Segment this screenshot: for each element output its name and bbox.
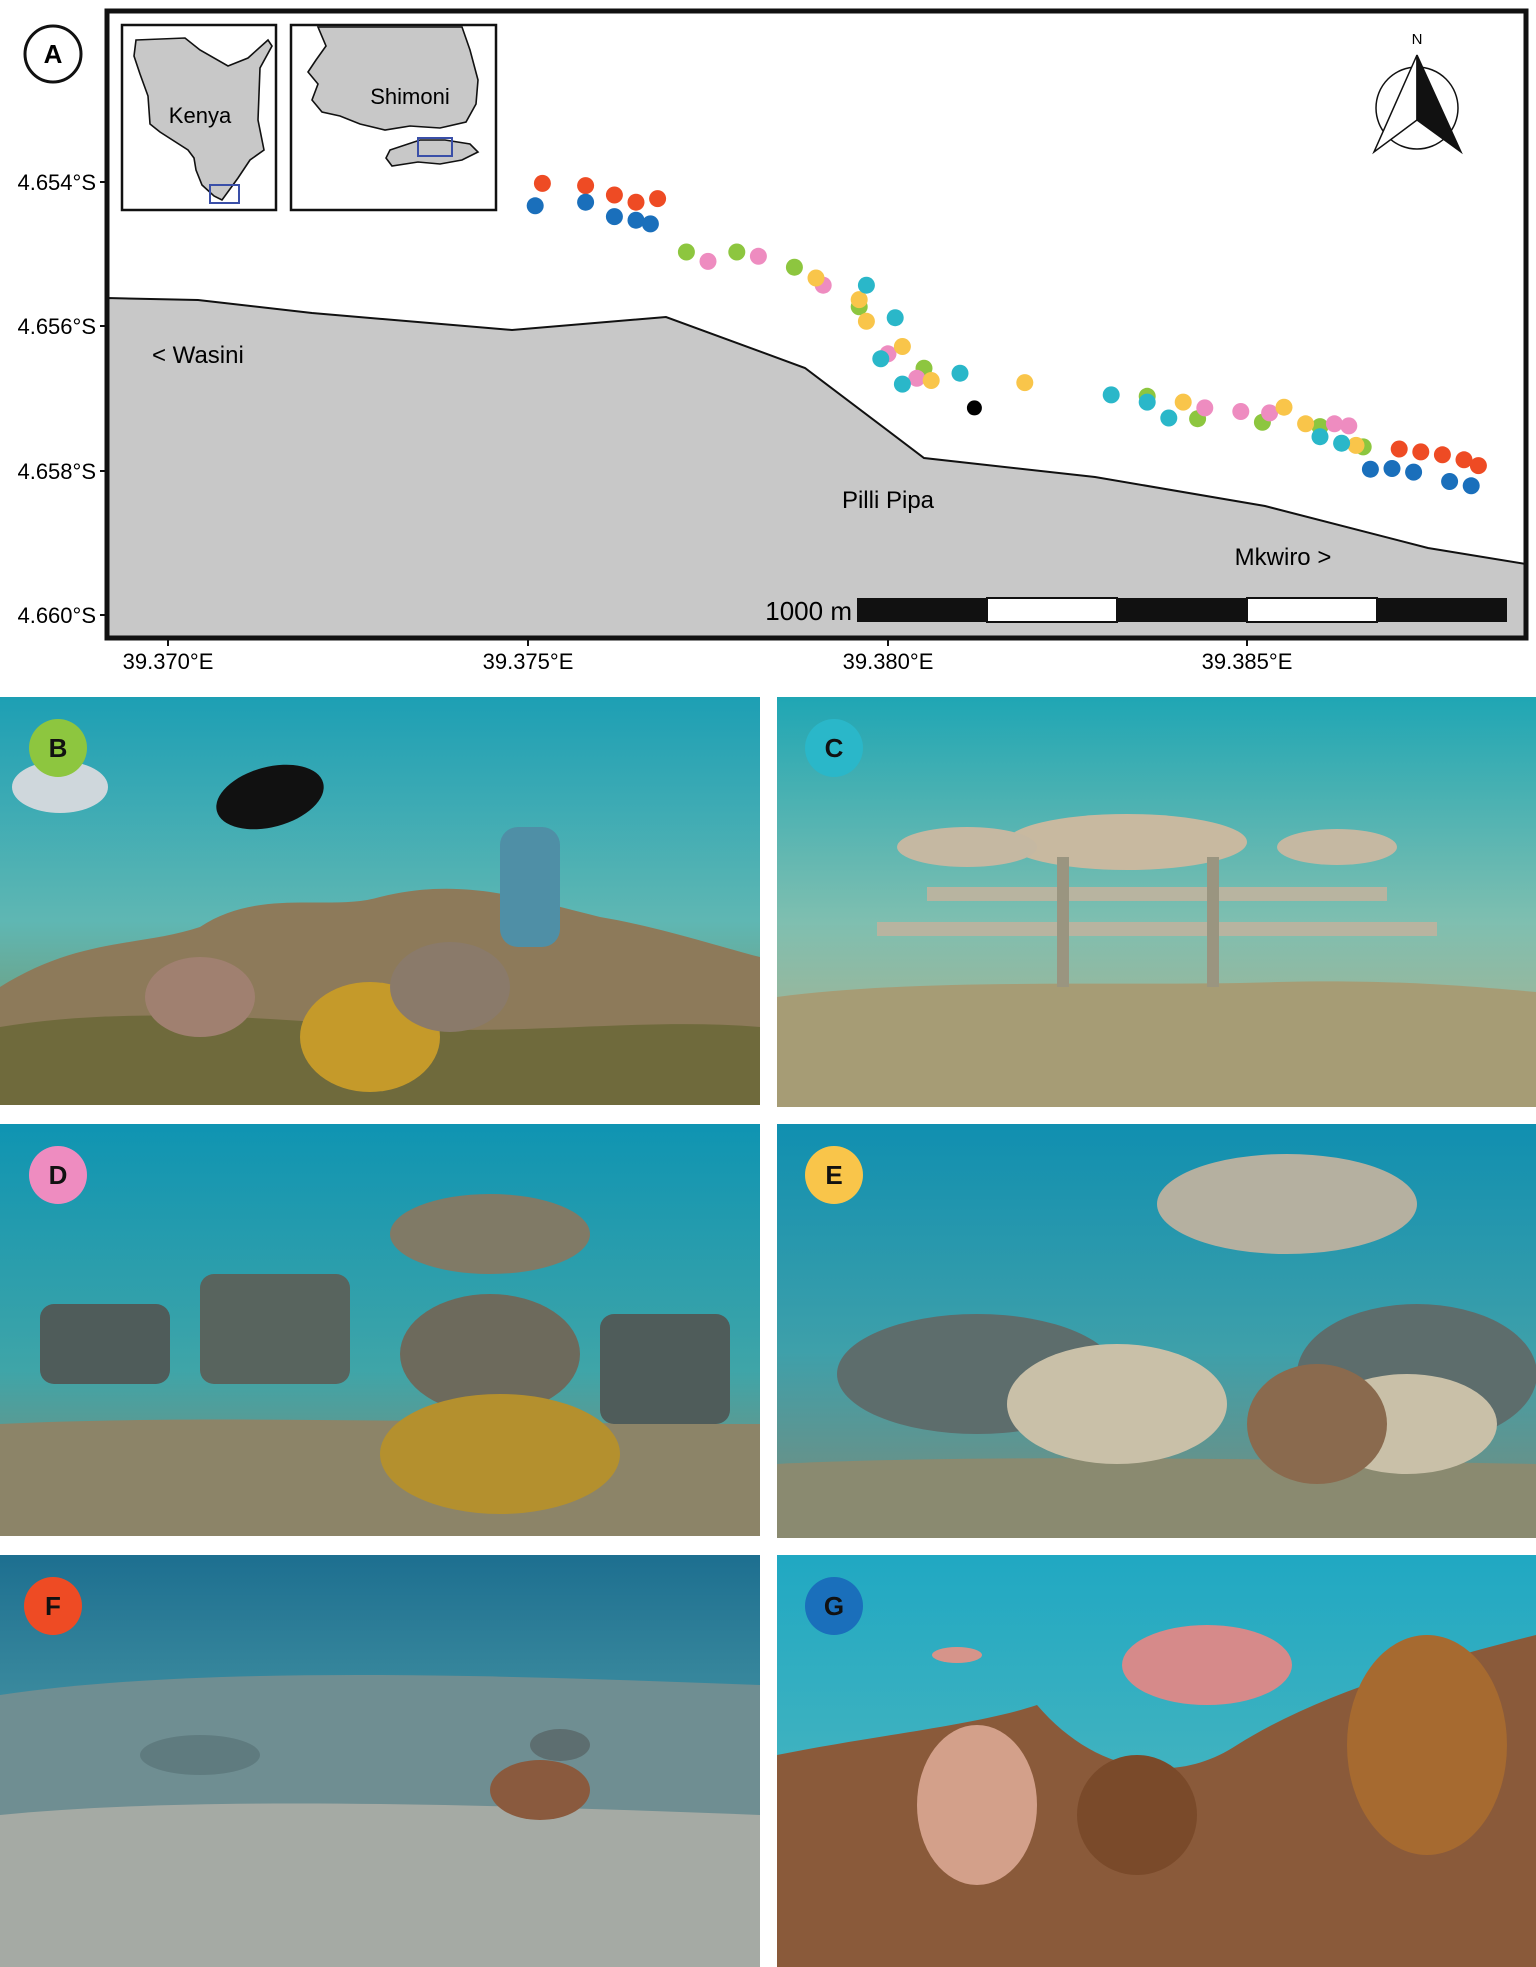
- inset-kenya-label: Kenya: [169, 103, 232, 128]
- survey-point-f: [1455, 451, 1473, 469]
- survey-point-e: [922, 372, 940, 389]
- north-arrow-icon: N: [1372, 31, 1463, 155]
- survey-point-d: [1340, 417, 1358, 435]
- photo-f-badge: F: [24, 1577, 82, 1635]
- survey-point-c: [857, 276, 875, 294]
- photo-e-badge: E: [805, 1146, 863, 1204]
- photo-e: E: [777, 1124, 1536, 1538]
- survey-point-c: [893, 375, 911, 393]
- survey-point-d: [1261, 404, 1279, 422]
- survey-point-c: [1160, 409, 1178, 427]
- survey-point-c: [1333, 434, 1351, 452]
- survey-point-g: [605, 208, 623, 226]
- survey-point-e: [1297, 415, 1315, 433]
- survey-point-g: [1383, 460, 1401, 477]
- x-tick-label: 39.370°E: [123, 649, 214, 674]
- survey-point-d: [699, 252, 717, 270]
- survey-point-e: [1275, 398, 1293, 416]
- y-tick-label: 4.658°S: [17, 459, 96, 484]
- survey-point-f: [627, 193, 645, 211]
- survey-point-g: [1462, 477, 1480, 495]
- survey-point-e: [807, 269, 825, 287]
- survey-point-c: [1102, 386, 1120, 404]
- photo-b-badge: B: [29, 719, 87, 777]
- survey-point-f: [577, 177, 595, 195]
- photo-g: G: [777, 1555, 1536, 1967]
- place-wasini: < Wasini: [152, 342, 244, 369]
- survey-point-e: [893, 338, 911, 355]
- survey-point-c: [872, 350, 890, 368]
- photo-c: C: [777, 697, 1536, 1107]
- y-tick-label: 4.656°S: [17, 314, 96, 339]
- photo-d: D: [0, 1124, 760, 1536]
- survey-point-f: [649, 190, 667, 208]
- photo-c-badge: C: [805, 719, 863, 777]
- survey-point-d: [1196, 399, 1214, 417]
- survey-point-g: [577, 193, 595, 211]
- survey-point-f: [1469, 457, 1487, 475]
- survey-point-g: [1361, 460, 1379, 478]
- site-map: 4.654°S 4.656°S 4.658°S 4.660°S 39.370°E…: [17, 8, 1529, 674]
- place-pilli-pipa: Pilli Pipa: [842, 487, 935, 514]
- survey-point-f: [605, 186, 623, 204]
- survey-point-d: [908, 369, 926, 387]
- survey-point-c: [1138, 393, 1156, 411]
- survey-point-g: [641, 215, 659, 233]
- survey-point-c: [951, 364, 969, 382]
- survey-point-f: [533, 174, 551, 192]
- survey-points: [526, 174, 1487, 495]
- x-tick-label: 39.380°E: [843, 649, 934, 674]
- y-tick-label: 4.654°S: [17, 170, 96, 195]
- photo-d-badge: D: [29, 1146, 87, 1204]
- panel-a-label: A: [44, 39, 63, 69]
- scale-label: 1000 m: [765, 596, 852, 626]
- survey-point-e: [1174, 393, 1192, 411]
- survey-point-e: [1347, 436, 1365, 454]
- survey-point-f: [1390, 440, 1408, 458]
- x-tick-label: 39.385°E: [1202, 649, 1293, 674]
- map-frame: [104, 8, 1529, 641]
- survey-point-f: [1412, 443, 1430, 461]
- survey-point-g: [1405, 463, 1423, 481]
- survey-point-b: [728, 243, 746, 261]
- inset-shimoni: Shimoni: [289, 23, 498, 212]
- survey-point-c: [1311, 428, 1329, 446]
- inset-shimoni-label: Shimoni: [370, 84, 449, 109]
- survey-point-e: [850, 291, 868, 309]
- scale-bar: 1000 m: [765, 596, 1507, 626]
- photo-f: F: [0, 1555, 760, 1967]
- survey-point-c: [886, 309, 904, 327]
- survey-point-d: [749, 247, 767, 265]
- survey-point-b: [785, 258, 803, 276]
- x-tick-label: 39.375°E: [483, 649, 574, 674]
- land-mass: [106, 296, 1527, 639]
- panel-a-badge: [23, 24, 83, 84]
- survey-point-b: [677, 243, 695, 261]
- photo-g-badge: G: [805, 1577, 863, 1635]
- inset-kenya: Kenya: [120, 23, 278, 212]
- survey-point-f: [1433, 446, 1451, 464]
- survey-point-g: [1441, 473, 1459, 490]
- photo-b: B: [0, 697, 760, 1105]
- y-tick-label: 4.660°S: [17, 603, 96, 628]
- survey-point-e: [1016, 374, 1034, 392]
- y-axis: 4.654°S 4.656°S 4.658°S 4.660°S: [17, 170, 107, 628]
- survey-point-d: [1232, 403, 1250, 420]
- survey-point-site: [966, 400, 982, 416]
- place-mkwiro: Mkwiro >: [1235, 544, 1332, 571]
- survey-point-d: [1325, 415, 1343, 433]
- survey-point-g: [627, 211, 645, 229]
- survey-point-e: [857, 312, 875, 330]
- north-label: N: [1412, 31, 1423, 48]
- survey-point-g: [526, 197, 544, 215]
- x-axis: 39.370°E 39.375°E 39.380°E 39.385°E: [123, 638, 1293, 674]
